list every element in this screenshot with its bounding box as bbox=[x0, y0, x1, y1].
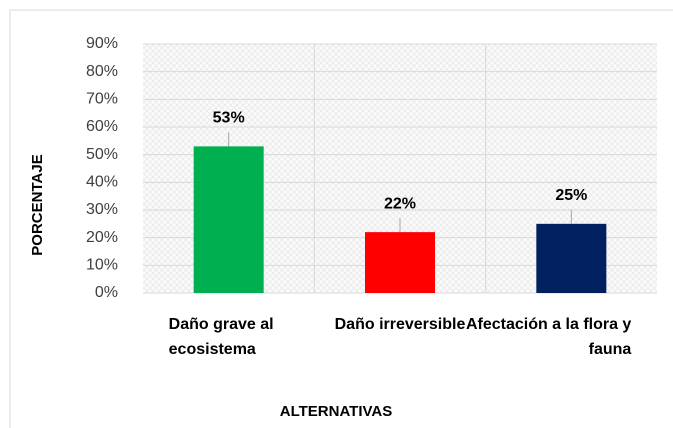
y-tick-label: 80% bbox=[86, 63, 118, 80]
y-tick-label: 20% bbox=[86, 229, 118, 246]
y-tick-label: 0% bbox=[95, 284, 118, 301]
x-tick-label: Afectación a la flora y fauna bbox=[465, 316, 632, 358]
y-tick-label: 40% bbox=[86, 174, 118, 191]
y-tick-label: 10% bbox=[86, 257, 118, 274]
bar bbox=[365, 232, 435, 293]
y-axis-label: PORCENTAJE bbox=[29, 154, 46, 255]
y-tick-label: 90% bbox=[86, 35, 118, 52]
x-tick-label: Daño grave al ecosistema bbox=[168, 316, 274, 358]
x-tick-label: Daño irreversible bbox=[334, 316, 466, 333]
data-label: 25% bbox=[555, 187, 587, 204]
x-axis-label: ALTERNATIVAS bbox=[280, 403, 393, 420]
data-label: 22% bbox=[384, 195, 416, 212]
data-label: 53% bbox=[213, 110, 245, 127]
y-tick-label: 30% bbox=[86, 201, 118, 218]
bar bbox=[536, 223, 607, 293]
y-tick-label: 70% bbox=[86, 91, 118, 108]
chart-border bbox=[9, 9, 673, 428]
y-tick-label: 60% bbox=[86, 118, 118, 135]
y-tick-label: 50% bbox=[86, 146, 118, 163]
bar bbox=[193, 146, 264, 293]
